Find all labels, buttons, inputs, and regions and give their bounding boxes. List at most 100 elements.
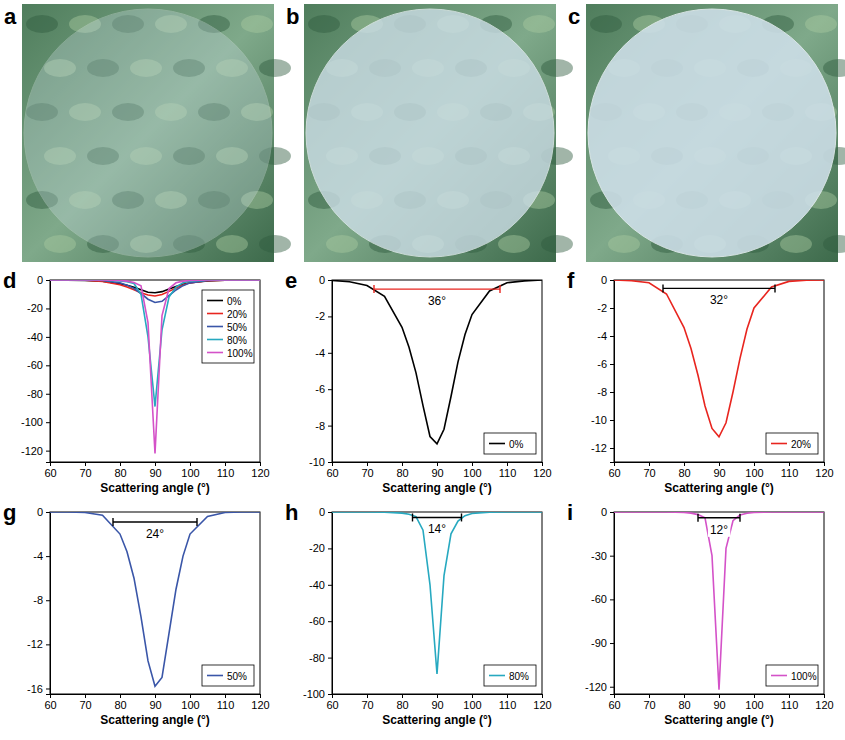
y-tick-mark [46,280,50,281]
photo-texture [590,15,622,33]
legend-swatch [489,675,505,677]
y-axis: 0-30-60-90-120 [585,506,615,694]
photo-panel: b [286,4,573,262]
x-tick-label: 90 [431,699,443,711]
y-tick-label: -120 [21,445,43,457]
x-tick: 100 [745,462,763,479]
y-tick-label: -12 [27,638,43,650]
x-tick: 70 [643,694,655,711]
legend-swatch [207,326,223,328]
y-tick-mark [46,556,50,557]
x-tick-mark [649,694,650,698]
x-tick: 110 [499,462,517,479]
legend-swatch [207,313,223,315]
y-tick-mark [610,643,614,644]
photo-texture [216,235,248,253]
panel-letter: d [3,268,16,293]
photo-texture [541,59,573,77]
x-tick-label: 90 [431,467,443,479]
y-tick-mark [610,599,614,600]
x-tick-label: 60 [44,699,56,711]
x-tick-mark [684,694,685,698]
x-tick-label: 90 [713,699,725,711]
x-tick-label: 110 [499,467,517,479]
panel-letter: e [285,268,297,293]
x-tick-label: 60 [326,699,338,711]
y-tick-label: -80 [27,388,43,400]
x-tick-mark [190,462,191,466]
x-axis-line [51,695,261,699]
x-tick-label: 100 [463,699,481,711]
y-tick: 0 [601,274,614,286]
legend-swatch [207,339,223,341]
y-tick-mark [46,308,50,309]
x-axis: 60708090100110120 [608,462,833,479]
y-tick: -60 [309,615,332,627]
y-axis-line [46,281,51,463]
y-tick: -30 [591,550,614,562]
y-tick-mark [46,688,50,689]
panel-letter: f [567,268,575,293]
y-axis-line [328,281,333,463]
y-axis-line [328,513,333,695]
bracket-end [697,514,698,522]
x-tick: 120 [815,462,833,479]
y-tick: -2 [315,310,332,322]
y-tick-label: -60 [309,615,325,627]
y-tick: -80 [309,652,332,664]
bracket-end [112,518,113,526]
label-patch [144,527,166,541]
x-tick-mark [120,694,121,698]
legend-swatch [771,675,787,677]
x-tick: 110 [781,462,799,479]
x-tick-label: 90 [149,467,161,479]
x-tick-label: 80 [678,699,690,711]
x-tick: 110 [217,462,235,479]
x-tick: 80 [114,462,126,479]
x-tick: 120 [251,694,269,711]
x-tick: 110 [781,694,799,711]
x-tick-mark [542,462,543,466]
x-tick: 60 [326,694,338,711]
x-tick-mark [824,694,825,698]
panel-letter: c [568,4,580,29]
width-annotation: 14° [413,513,462,536]
photo-texture [498,235,530,253]
x-tick: 120 [533,694,551,711]
x-axis: 60708090100110120 [326,462,551,479]
x-tick-label: 70 [79,699,91,711]
y-axis-line [610,513,615,695]
label-patch [708,523,730,537]
legend: 100% [766,665,818,686]
x-tick: 70 [361,694,373,711]
y-tick: -60 [591,593,614,605]
film-disc [588,9,836,257]
x-tick-label: 90 [713,467,725,479]
y-axis-line [46,513,51,695]
film-disc [24,9,272,257]
x-tick-label: 110 [781,699,799,711]
x-tick-label: 80 [678,467,690,479]
x-tick-label: 70 [361,467,373,479]
x-tick: 90 [713,694,725,711]
x-tick-mark [155,694,156,698]
chart-panel: 607080901001101200-30-60-90-120Scatterin… [585,506,834,727]
legend-swatch [207,675,223,677]
y-tick: -10 [591,414,614,426]
bracket-line [113,521,197,522]
y-tick-mark [46,451,50,452]
x-tick-mark [437,694,438,698]
legend-label: 80% [509,671,529,682]
annotation-label: 12° [710,523,728,537]
legend-label: 50% [227,671,247,682]
legend-label: 20% [227,309,247,320]
legend-swatch [771,443,787,445]
x-axis-title: Scattering angle (°) [382,713,491,727]
legend-swatch [489,443,505,445]
photo-panel: a [4,4,291,262]
y-tick-mark [328,658,332,659]
x-tick: 100 [181,694,199,711]
x-tick-mark [719,694,720,698]
legend-swatch [207,300,223,302]
x-tick: 80 [114,694,126,711]
